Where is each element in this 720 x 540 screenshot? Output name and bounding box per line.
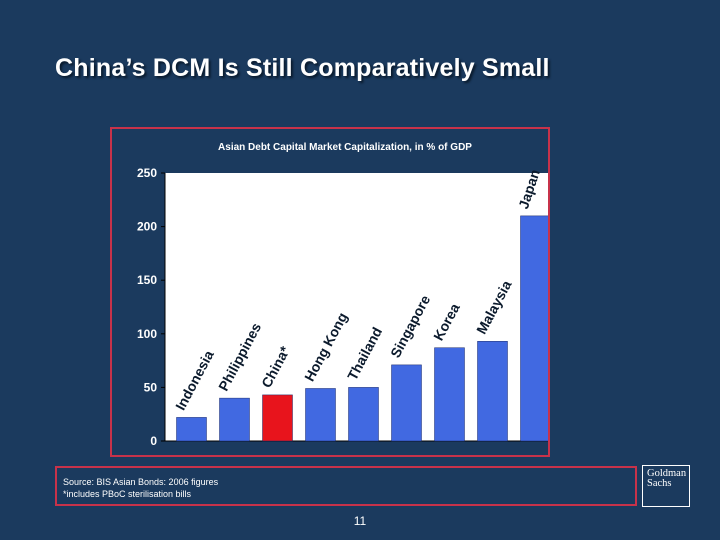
y-tick-label: 0 xyxy=(150,434,157,448)
logo-line-2: Sachs xyxy=(647,478,672,489)
y-tick-label: 200 xyxy=(137,220,157,234)
logo-line-1: Goldman xyxy=(647,468,687,479)
bar-korea xyxy=(434,347,465,442)
footnote: *includes PBoC sterilisation bills xyxy=(63,489,192,499)
bar-hong-kong xyxy=(305,388,336,442)
goldman-sachs-logo: Goldman Sachs xyxy=(642,465,690,507)
bar-singapore xyxy=(391,364,422,442)
bar-indonesia xyxy=(176,417,207,442)
bar-chart: Asian Debt Capital Market Capitalization… xyxy=(137,142,548,448)
bar-philippines xyxy=(219,397,250,442)
bar-malaysia xyxy=(477,341,508,442)
y-tick-label: 250 xyxy=(137,166,157,180)
chart-panel: Asian Debt Capital Market Capitalization… xyxy=(110,127,550,457)
y-tick-label: 50 xyxy=(144,380,158,394)
source-panel: Source: BIS Asian Bonds: 2006 figures *i… xyxy=(55,466,637,506)
chart-title: Asian Debt Capital Market Capitalization… xyxy=(218,142,472,153)
slide-title: China’s DCM Is Still Comparatively Small xyxy=(55,54,550,82)
bar-thailand xyxy=(348,387,379,442)
bar-japan xyxy=(520,215,548,442)
y-tick-label: 150 xyxy=(137,273,157,287)
inner-axis-label: % of GDP xyxy=(170,183,216,194)
bar-china xyxy=(262,394,293,442)
y-tick-label: 100 xyxy=(137,327,157,341)
page-number: 11 xyxy=(353,514,367,528)
source-note: Source: BIS Asian Bonds: 2006 figures xyxy=(63,477,219,487)
